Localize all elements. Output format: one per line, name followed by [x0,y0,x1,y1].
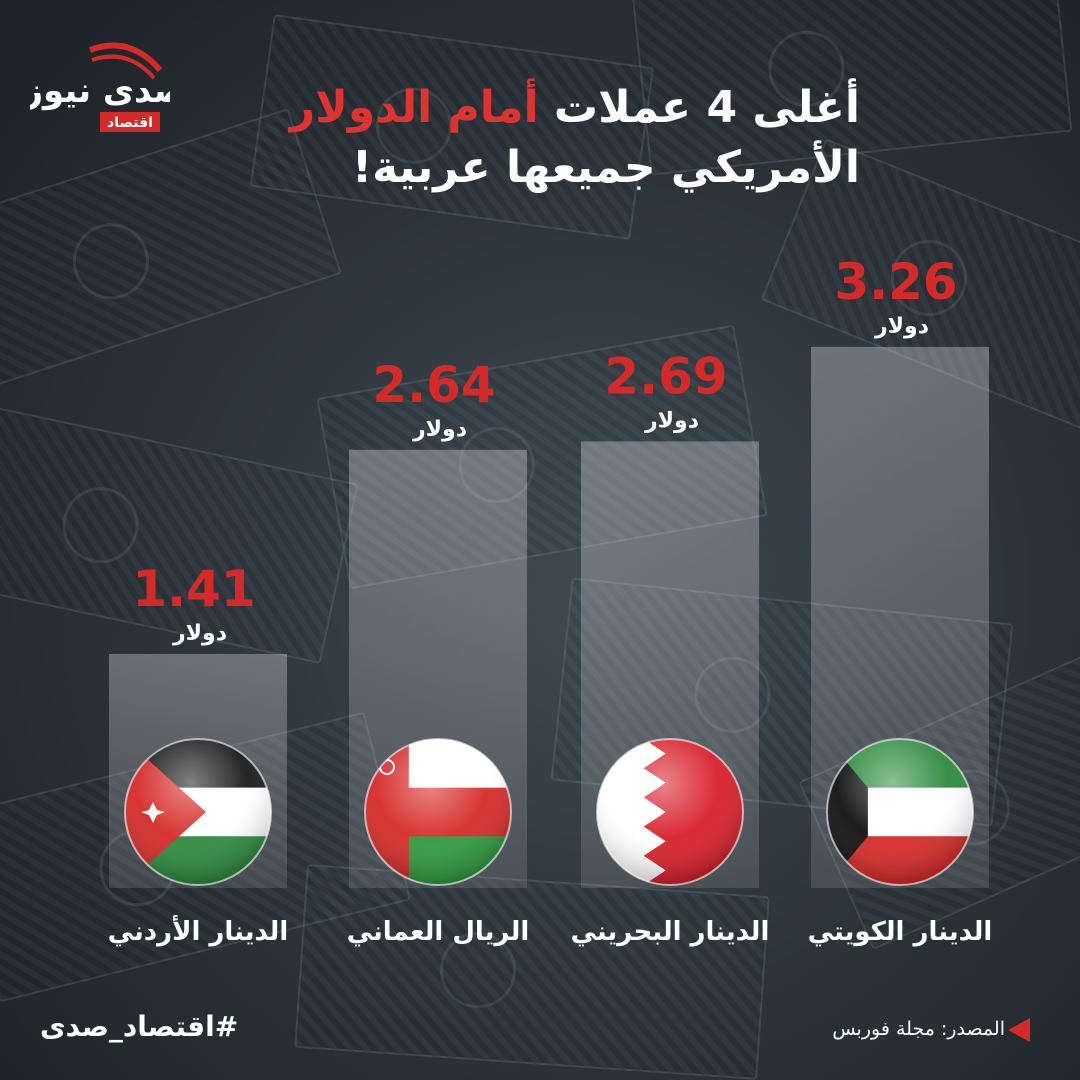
unit-label-3: دولار [644,408,699,433]
category-label-3: الدينار البحريني [571,917,770,947]
unit-label-2: دولار [412,417,467,442]
jordan-flag-icon [124,738,272,886]
hashtag: #اقتصاد_صدى [40,1010,239,1043]
unit-label-1: دولار [172,621,227,646]
unit-label-4: دولار [874,314,929,339]
kuwait-flag-icon [826,738,974,886]
category-label-4: الدينار الكويتي [808,917,993,947]
value-label-1: 1.41 [132,560,255,618]
category-label-2: الريال العماني [347,917,530,947]
title-line2: الأمريكي جميعها عربية! [352,142,860,193]
logo-swoosh-icon [88,42,163,80]
category-label-1: الدينار الأردني [108,915,289,947]
source-text: المصدر: مجلة فوربس [832,1018,1005,1040]
logo-section-text: اقتصاد [107,115,153,131]
bahrain-flag-icon [596,738,744,886]
title-line1-pre: أغلى 4 عملات [538,82,860,133]
oman-flag-icon [364,738,512,886]
play-triangle-icon [1008,1018,1030,1042]
value-label-4: 3.26 [834,253,957,311]
title-line1-highlight: أمام الدولار [289,82,539,133]
logo: صدى نيوز اقتصاد [30,42,170,132]
logo-brand-text: صدى نيوز [30,71,170,111]
page-title: أغلى 4 عملات أمام الدولار الأمريكي جميعه… [220,78,860,198]
value-label-3: 2.69 [604,347,727,405]
value-label-2: 2.64 [372,356,495,414]
